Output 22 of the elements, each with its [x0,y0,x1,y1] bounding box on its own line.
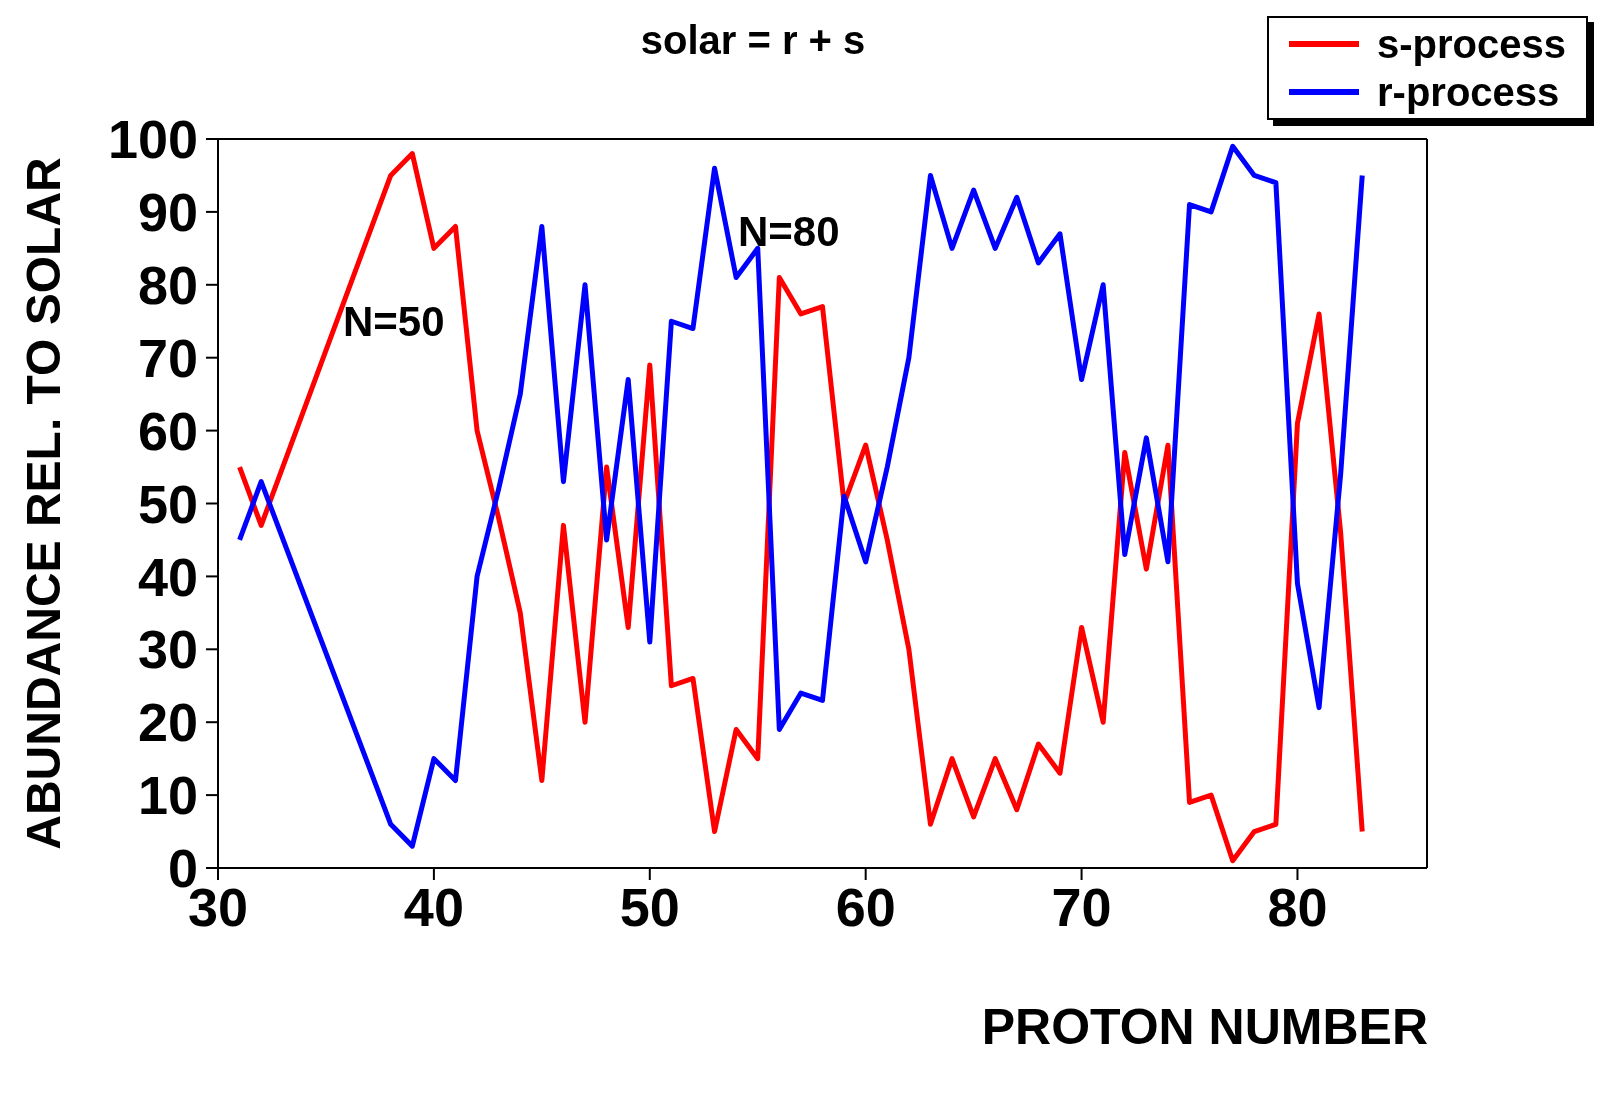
y-tick-label: 30 [137,619,198,680]
y-tick-label: 80 [137,254,198,315]
x-tick-label: 60 [835,877,896,938]
y-tick-label: 100 [107,109,198,170]
legend-label: s-process [1377,21,1566,68]
y-axis-title: ABUNDANCE REL. TO SOLAR [17,157,71,850]
y-tick-label: 20 [137,692,198,753]
y-tick-label: 40 [137,546,198,607]
y-tick-label: 60 [137,400,198,461]
y-tick-label: 70 [137,327,198,388]
x-tick-label: 40 [403,877,464,938]
y-tick-label: 10 [137,765,198,826]
y-tick-label: 90 [137,182,198,243]
annotation: N=50 [343,298,445,346]
legend-label: r-process [1377,69,1560,116]
y-tick-label: 50 [137,473,198,534]
x-tick-label: 80 [1267,877,1328,938]
chart-title: solar = r + s [640,18,866,62]
x-tick-label: 50 [619,877,680,938]
x-tick-label: 70 [1051,877,1112,938]
x-axis-title: PROTON NUMBER [981,998,1428,1056]
annotation: N=80 [738,208,840,256]
